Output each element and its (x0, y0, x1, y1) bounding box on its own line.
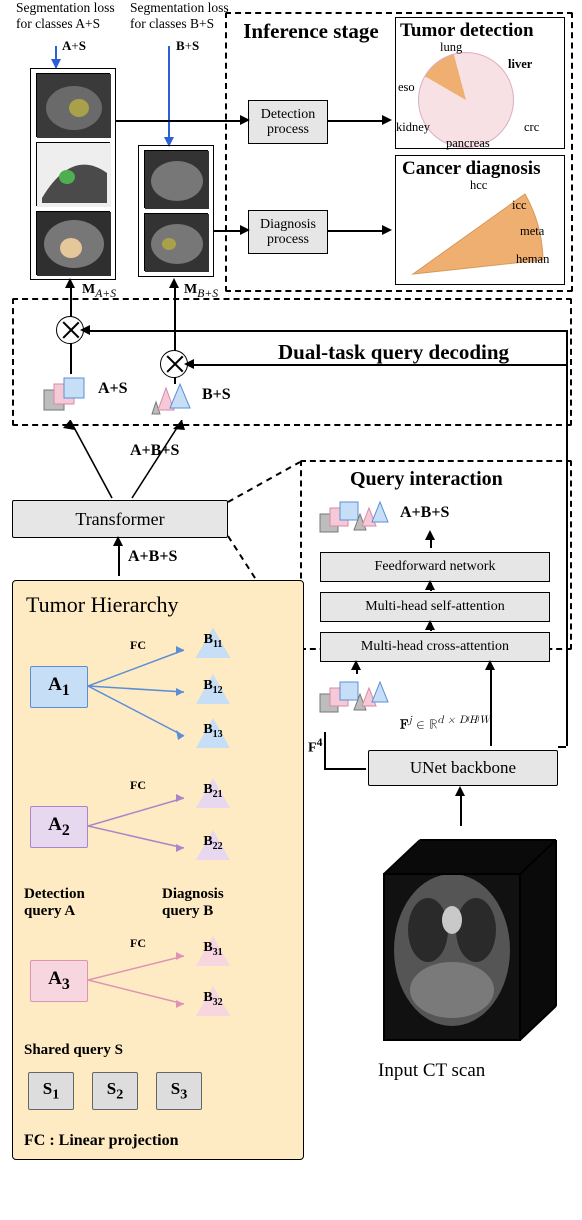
A2-box: A2 (30, 806, 88, 848)
ct-thumb-A3 (36, 211, 110, 275)
dualtask-title: Dual-task query decoding (278, 340, 509, 365)
wedge-lbl-meta: meta (520, 224, 544, 239)
tumor-detection-pie (418, 52, 514, 148)
B13: B13 (196, 718, 230, 748)
qi-mca: Multi-head cross-attention (320, 632, 550, 662)
tumor-detection-title: Tumor detection (400, 20, 534, 42)
ct-thumb-A2 (36, 142, 110, 206)
qi-abs-stack (318, 496, 396, 536)
stack-BS (150, 380, 202, 420)
A3-box: A3 (30, 960, 88, 1002)
pie-lbl-pancreas: pancreas (446, 136, 490, 151)
stack-BS-label: B+S (202, 386, 231, 404)
pie-lbl-crc: crc (524, 120, 539, 135)
S2-box: S2 (92, 1072, 138, 1110)
B32: B32 (196, 986, 230, 1016)
pie-lbl-liver: liver (508, 57, 532, 72)
qi-input-stack (318, 676, 396, 716)
stack-AS-label: A+S (98, 380, 128, 398)
tumor-hierarchy-title: Tumor Hierarchy (26, 592, 179, 618)
cancer-diagnosis-title: Cancer diagnosis (402, 158, 540, 180)
B21: B21 (196, 778, 230, 808)
wedge-lbl-hcc: hcc (470, 178, 487, 193)
qi-ffn: Feedforward network (320, 552, 550, 582)
diagnosis-process-block: Diagnosis process (248, 210, 328, 254)
edges-A2 (88, 786, 198, 876)
B22: B22 (196, 830, 230, 860)
wedge-lbl-icc: icc (512, 198, 527, 213)
edges-A3 (88, 942, 198, 1032)
inference-title: Inference stage (236, 20, 386, 43)
split-abs-label: A+B+S (130, 442, 179, 460)
input-ct-label: Input CT scan (378, 1060, 485, 1082)
unet-backbone: UNet backbone (368, 750, 558, 786)
Fj-formula: Fj ∈ ℝd × DʲHʲWʲ (400, 714, 492, 733)
B31: B31 (196, 936, 230, 966)
transformer-block: Transformer (12, 500, 228, 538)
query-interaction-title: Query interaction (350, 468, 503, 491)
segloss-A-arrow (55, 46, 57, 68)
wedge-lbl-heman: heman (516, 252, 549, 267)
shared-query-caption: Shared query S (24, 1042, 123, 1059)
edges-A1 (88, 640, 198, 750)
abs-below-transformer: A+B+S (128, 548, 177, 566)
S1-box: S1 (28, 1072, 74, 1110)
pie-lbl-kidney: kidney (396, 120, 430, 135)
detection-process-block: Detection process (248, 100, 328, 144)
B11: B11 (196, 628, 230, 658)
fc-legend: FC : Linear projection (24, 1132, 179, 1150)
S3-box: S3 (156, 1072, 202, 1110)
stack-AS (42, 374, 94, 414)
diagnosis-query-caption: Diagnosisquery B (162, 886, 258, 919)
A1-box: A1 (30, 666, 88, 708)
ct-cube (348, 830, 560, 1050)
segloss-B-arrow (168, 46, 170, 146)
qi-abs-label: A+B+S (400, 504, 449, 522)
B12: B12 (196, 674, 230, 704)
qi-msa: Multi-head self-attention (320, 592, 550, 622)
F4-label: F4 (308, 736, 322, 757)
segloss-B-caption: Segmentation loss for classes B+S (130, 0, 240, 31)
ct-thumb-B2 (144, 213, 208, 271)
detection-query-caption: Detectionquery A (24, 886, 114, 919)
pie-lbl-eso: eso (398, 80, 415, 95)
ct-thumb-A1 (36, 73, 110, 137)
ct-thumb-B1 (144, 150, 208, 208)
pie-lbl-lung: lung (440, 40, 462, 55)
